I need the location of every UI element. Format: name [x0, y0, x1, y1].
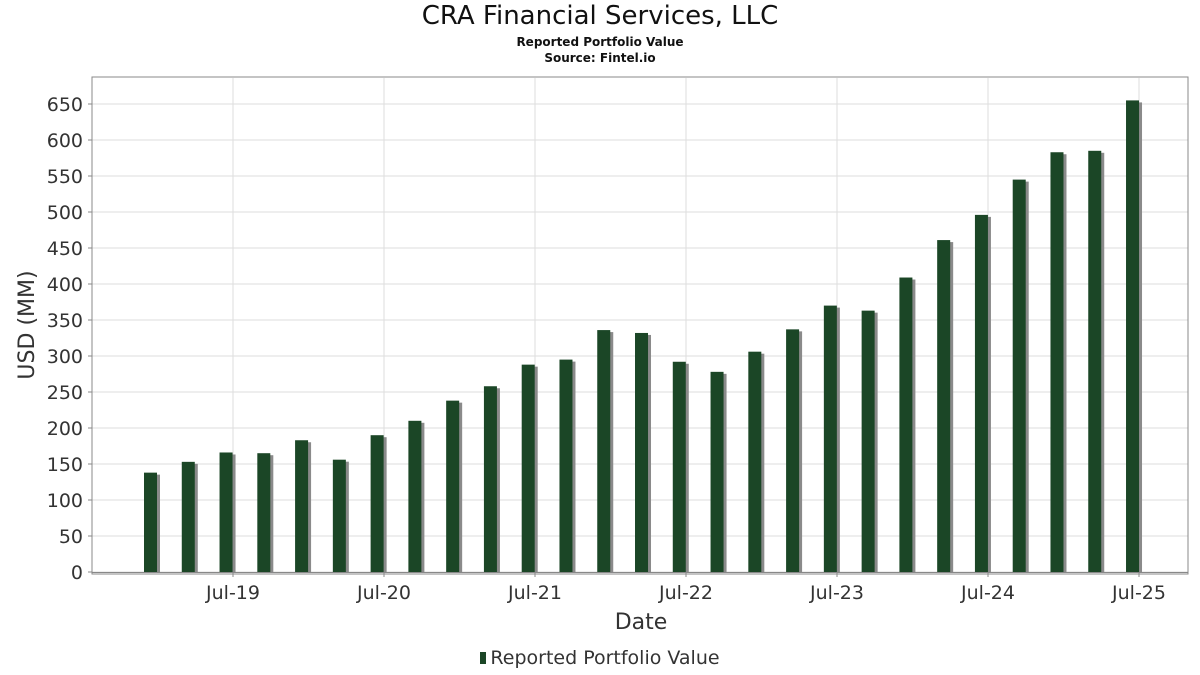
bar-fill: [635, 332, 649, 572]
bar-fill: [861, 310, 875, 572]
bar-fill: [823, 305, 837, 572]
bar: [974, 214, 991, 572]
x-tick-label: Jul-24: [960, 582, 1015, 604]
bar: [295, 440, 312, 572]
chart-source: Source: Fintel.io: [544, 51, 656, 65]
x-tick-label: Jul-25: [1111, 582, 1166, 604]
bar: [823, 305, 840, 572]
bar-fill: [1050, 152, 1064, 573]
bar: [521, 364, 538, 572]
bar: [937, 240, 954, 572]
y-tick-label: 250: [47, 382, 83, 404]
bar-fill: [332, 459, 346, 572]
bar: [1012, 179, 1029, 572]
bar-fill: [937, 240, 951, 572]
bar: [1050, 152, 1067, 573]
y-tick-label: 500: [47, 202, 83, 224]
legend: Reported Portfolio Value: [0, 647, 1200, 669]
x-tick-label: Jul-20: [356, 582, 411, 604]
bar: [483, 386, 500, 572]
bar: [710, 371, 727, 572]
y-tick-label: 450: [47, 238, 83, 260]
bar: [899, 277, 916, 572]
bar-fill: [1012, 179, 1026, 572]
bar-fill: [446, 400, 460, 572]
y-tick-label: 350: [47, 310, 83, 332]
bar: [672, 361, 689, 572]
y-axis: 0 50 100 150 200 250 300 350 400 450 500 550 600 650: [47, 94, 92, 584]
y-tick-label: 650: [47, 94, 83, 116]
bar-fill: [295, 440, 309, 572]
legend-label: Reported Portfolio Value: [490, 647, 720, 669]
bar: [559, 359, 576, 572]
chart-subtitle: Reported Portfolio Value: [516, 35, 684, 49]
plot-area-frame: [91, 76, 1189, 575]
y-tick-label: 50: [59, 526, 83, 548]
bar-fill: [786, 329, 800, 572]
bar-fill: [748, 351, 762, 572]
y-tick-label: 100: [47, 490, 83, 512]
bar: [1126, 100, 1143, 573]
bar: [597, 330, 614, 572]
x-tick-label: Jul-23: [809, 582, 864, 604]
y-tick-label: 400: [47, 274, 83, 296]
bar-fill: [483, 386, 497, 572]
bar: [370, 435, 387, 572]
y-tick-label: 550: [47, 166, 83, 188]
x-tick-label: Jul-21: [507, 582, 562, 604]
x-axis-label: Date: [615, 610, 668, 635]
bars: [144, 100, 1143, 573]
x-tick-label: Jul-22: [658, 582, 713, 604]
bar-fill: [710, 371, 724, 572]
bar: [861, 310, 878, 572]
y-tick-label: 150: [47, 454, 83, 476]
bar-fill: [899, 277, 913, 572]
y-tick-label: 600: [47, 130, 83, 152]
bar: [181, 461, 198, 572]
bar: [635, 332, 652, 572]
bar-fill: [974, 214, 988, 572]
bar-fill: [672, 361, 686, 572]
bar-fill: [521, 364, 535, 572]
bar: [786, 329, 803, 572]
bar: [748, 351, 765, 572]
bar-fill: [370, 435, 384, 572]
bar: [332, 459, 349, 572]
legend-swatch: [480, 652, 487, 664]
x-axis: Jul-19 Jul-20 Jul-21 Jul-22 Jul-23 Jul-24 Jul-…: [92, 572, 1188, 604]
y-axis-label: USD (MM): [15, 270, 40, 379]
bar: [446, 400, 463, 572]
y-tick-label: 300: [47, 346, 83, 368]
y-tick-label: 0: [71, 562, 83, 584]
bar: [257, 453, 274, 572]
bar-fill: [144, 472, 157, 572]
x-tick-label: Jul-19: [205, 582, 260, 604]
chart-title: CRA Financial Services, LLC: [421, 1, 779, 31]
bar: [408, 420, 425, 572]
bar: [219, 452, 236, 572]
bar: [1088, 150, 1105, 573]
bar-fill: [408, 420, 422, 572]
bar-fill: [1126, 100, 1140, 573]
bar-fill: [1088, 150, 1102, 573]
bar-fill: [597, 330, 611, 572]
bar-fill: [257, 453, 271, 572]
bar: [144, 472, 160, 572]
y-tick-label: 200: [47, 418, 83, 440]
bar-fill: [559, 359, 573, 572]
bar-fill: [219, 452, 233, 572]
bar-fill: [181, 461, 195, 572]
